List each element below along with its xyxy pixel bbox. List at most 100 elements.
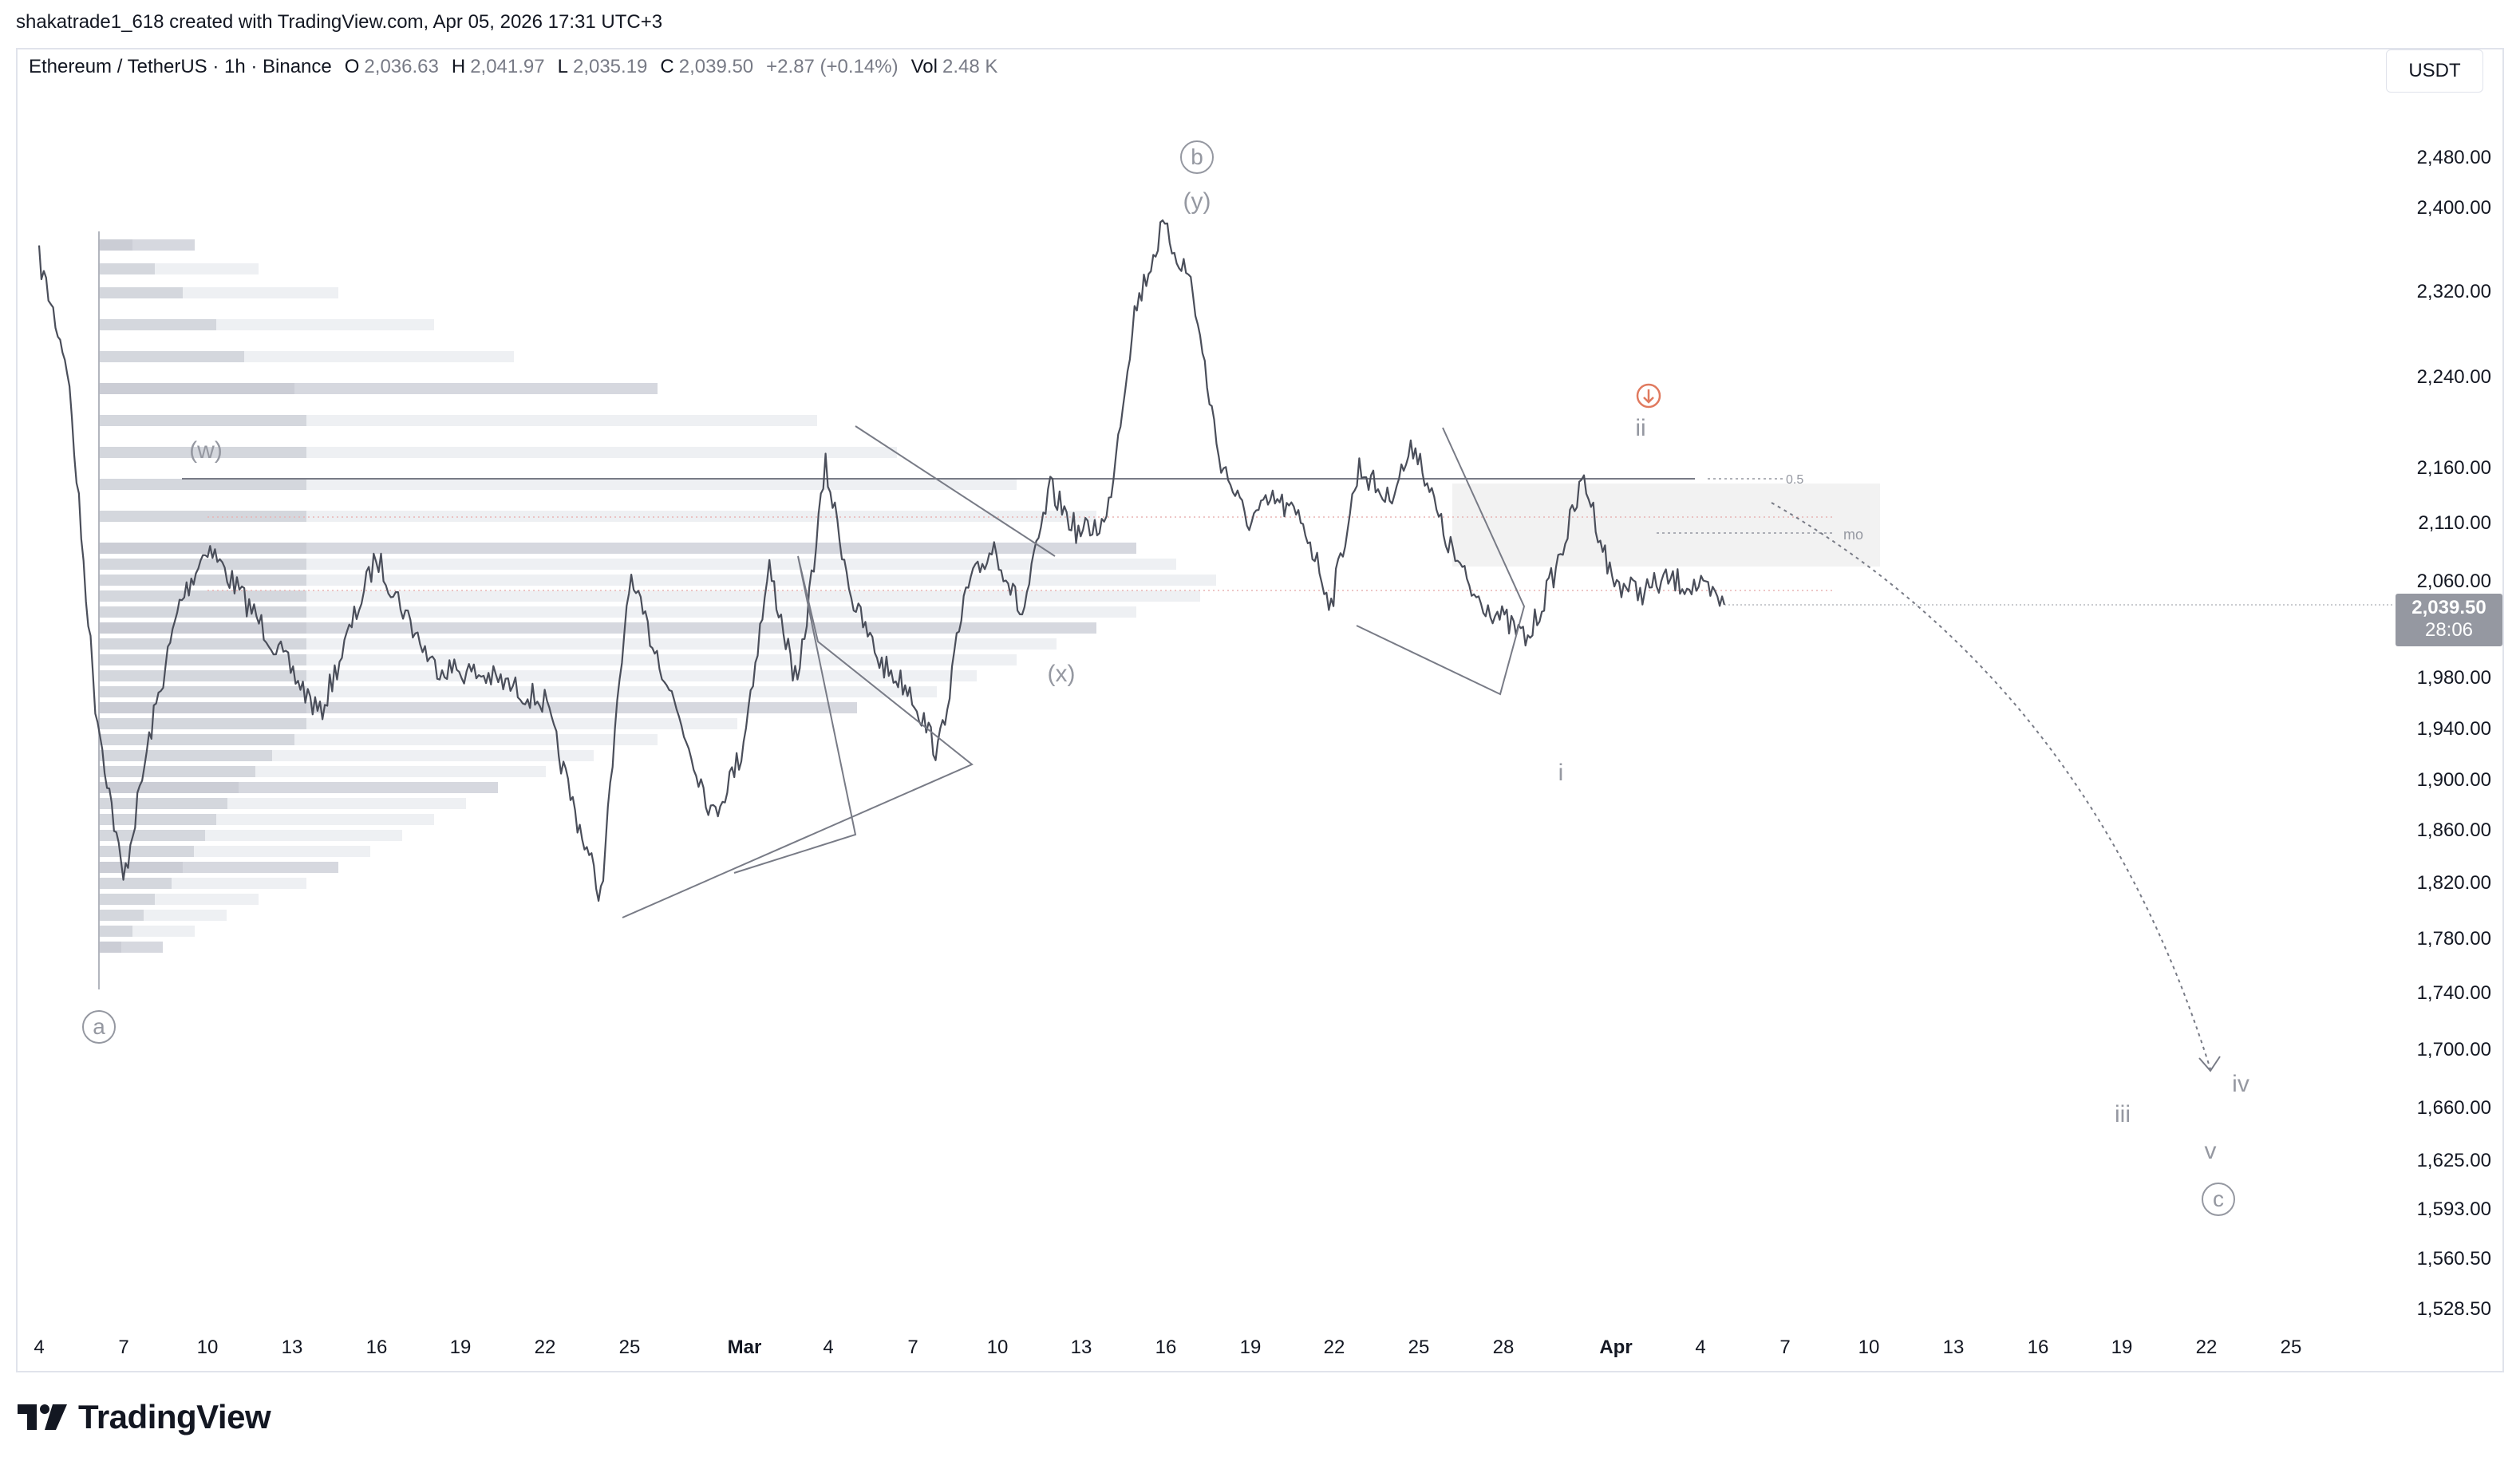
volume-profile-bar xyxy=(99,543,306,554)
high-value: 2,041.97 xyxy=(470,56,545,77)
time-tick-label: 13 xyxy=(282,1337,303,1358)
volume-profile-bar xyxy=(99,263,155,274)
wave-label-iii: iii xyxy=(2115,1101,2131,1127)
wave-label-w: (w) xyxy=(189,437,223,464)
price-tick-label: 1,700.00 xyxy=(2417,1039,2491,1060)
symbol-name[interactable]: Ethereum / TetherUS · 1h · Binance xyxy=(29,56,332,77)
price-tick-label: 1,528.50 xyxy=(2417,1298,2491,1320)
volume-profile-bar xyxy=(99,479,1017,490)
low-label: L xyxy=(557,56,568,77)
volume-profile-bar xyxy=(99,942,121,953)
volume-profile-bar xyxy=(99,686,306,697)
volume-profile-bar xyxy=(99,910,144,921)
price-tick-label: 1,660.00 xyxy=(2417,1097,2491,1119)
resistance-zone xyxy=(1452,484,1880,567)
wedge-upper-line xyxy=(855,425,1056,557)
low-value: 2,035.19 xyxy=(572,56,648,77)
volume-profile-bar xyxy=(99,830,205,841)
projection-arrowhead xyxy=(2198,1056,2221,1072)
volume-profile-bar xyxy=(99,351,244,362)
volume-profile-bar xyxy=(99,319,216,330)
volume-profile-bar xyxy=(99,798,227,809)
volume-profile-bar xyxy=(99,718,306,729)
volume-profile-bar xyxy=(99,702,306,713)
wave-label-v: v xyxy=(2205,1138,2217,1164)
time-tick-label: 13 xyxy=(1071,1337,1092,1358)
time-tick-label: 13 xyxy=(1943,1337,1965,1358)
time-tick-label: 22 xyxy=(1324,1337,1345,1358)
volume-profile-bar xyxy=(99,590,1200,602)
time-axis[interactable]: 4 7 10 13 16 19 22 25 Mar 4 7 10 13 16 19 22 25 28 Apr 4 7 10… xyxy=(34,1337,2301,1358)
price-tick-label: 2,320.00 xyxy=(2417,281,2491,302)
alert-arrow-icon xyxy=(1643,389,1654,404)
time-tick-label: 22 xyxy=(2196,1337,2218,1358)
tradingview-logo[interactable]: TradingView xyxy=(18,1398,271,1436)
vol-value: 2.48 K xyxy=(942,56,998,77)
brand-name: TradingView xyxy=(78,1398,271,1435)
price-tick-label: 2,110.00 xyxy=(2418,512,2491,534)
price-tick-label: 1,780.00 xyxy=(2417,928,2491,950)
close-value: 2,039.50 xyxy=(678,56,754,77)
mo-level-label: mo xyxy=(1843,527,1863,543)
drawings xyxy=(622,383,2221,1072)
price-tick-label: 2,480.00 xyxy=(2417,147,2491,168)
time-tick-label: 10 xyxy=(987,1337,1009,1358)
volume-profile-bar xyxy=(99,383,294,394)
time-tick-label: 19 xyxy=(450,1337,472,1358)
volume-profile-bar xyxy=(99,734,294,745)
symbol-legend: Ethereum / TetherUS · 1h · Binance O 2,03… xyxy=(29,56,1005,78)
time-tick-label: 19 xyxy=(2111,1337,2133,1358)
price-tick-label: 2,060.00 xyxy=(2417,571,2491,592)
price-tick-label: 1,625.00 xyxy=(2417,1150,2491,1171)
tradingview-logo-icon xyxy=(18,1404,67,1430)
time-tick-label: 10 xyxy=(1858,1337,1880,1358)
volume-profile-bar xyxy=(99,654,306,665)
time-tick-label: 4 xyxy=(1695,1337,1705,1358)
price-tick-label: 1,560.50 xyxy=(2417,1248,2491,1270)
wave-label-y: (y) xyxy=(1183,188,1211,215)
volume-profile-bar xyxy=(99,670,977,681)
volume-profile-bar xyxy=(99,543,1136,554)
volume-profile-bar xyxy=(99,575,306,586)
price-axis[interactable]: 2,480.00 2,400.00 2,320.00 2,240.00 2,160.00… xyxy=(2417,147,2491,1320)
chart-frame xyxy=(16,48,2504,1372)
volume-profile-bar xyxy=(99,750,272,761)
price-tick-label: 2,240.00 xyxy=(2417,366,2491,388)
wave-label-a: a xyxy=(93,1014,105,1039)
volume-profile-bar xyxy=(99,670,306,681)
price-tick-label: 1,940.00 xyxy=(2417,718,2491,740)
wave-label-ii: ii xyxy=(1635,415,1645,441)
wave-label-a-circle xyxy=(82,1010,116,1044)
volume-profile-bar xyxy=(99,846,194,857)
price-tick-label: 1,860.00 xyxy=(2417,819,2491,841)
volume-profile xyxy=(98,231,1216,989)
projection-arrow xyxy=(1771,502,2211,1070)
triangle-pattern xyxy=(622,555,974,918)
wedge-lower-lines xyxy=(1356,427,1526,696)
time-tick-label: Apr xyxy=(1599,1337,1632,1358)
wave-label-c-circle xyxy=(2202,1183,2235,1216)
price-tick-label: 1,820.00 xyxy=(2417,872,2491,894)
price-tick-label: 2,400.00 xyxy=(2417,197,2491,219)
time-tick-label: 16 xyxy=(366,1337,388,1358)
chart-credit: shakatrade1_618 created with TradingView… xyxy=(16,11,663,33)
price-tick-label: 1,900.00 xyxy=(2417,769,2491,791)
volume-profile-bar xyxy=(99,511,306,522)
zones xyxy=(182,478,1880,591)
volume-profile-bar xyxy=(99,239,132,251)
volume-profile-bar xyxy=(99,878,172,889)
time-tick-label: 25 xyxy=(1408,1337,1430,1358)
volume-profile-bar xyxy=(99,622,306,634)
volume-profile-bar xyxy=(99,415,306,426)
wave-label-i: i xyxy=(1558,760,1564,786)
time-tick-label: 7 xyxy=(1779,1337,1790,1358)
time-tick-label: 7 xyxy=(907,1337,918,1358)
price-tick-label: 1,740.00 xyxy=(2417,982,2491,1004)
time-tick-label: 4 xyxy=(34,1337,44,1358)
volume-profile-bar xyxy=(99,511,1096,522)
volume-profile-bar xyxy=(99,638,306,650)
high-label: H xyxy=(451,56,466,77)
volume-profile-bar xyxy=(99,926,132,937)
currency-button[interactable]: USDT xyxy=(2386,49,2483,93)
